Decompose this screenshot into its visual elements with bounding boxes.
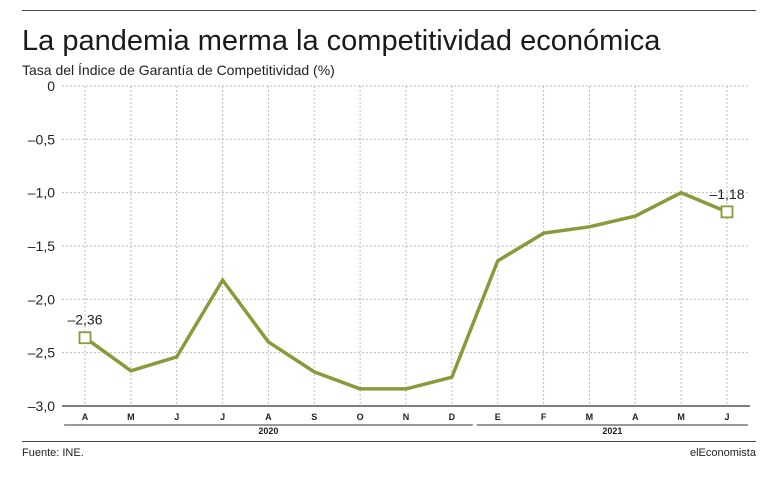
series-line (83, 190, 729, 391)
x-tick-label: D (449, 412, 456, 422)
chart-title: La pandemia merma la competitividad econ… (22, 25, 661, 57)
x-tick-label: E (495, 412, 501, 422)
x-tick-label: J (724, 412, 729, 422)
x-tick-label: M (127, 412, 135, 422)
chart-subtitle: Tasa del Índice de Garantía de Competiti… (22, 62, 335, 78)
year-group-label: 2021 (602, 426, 622, 436)
x-tick-label: J (220, 412, 225, 422)
x-tick-label: A (265, 412, 272, 422)
data-label: –2,36 (67, 312, 102, 328)
source-note: Fuente: INE. (22, 447, 84, 459)
bottom-rule (22, 441, 756, 442)
top-rule (22, 10, 756, 11)
x-tick-label: S (311, 412, 317, 422)
x-tick-label: M (586, 412, 594, 422)
year-group-label: 2020 (258, 426, 278, 436)
x-tick-label: F (541, 412, 547, 422)
y-tick-label: –1,5 (28, 238, 55, 254)
brand-logo-text: elEconomista (689, 447, 756, 459)
y-tick-label: 0 (47, 78, 55, 94)
y-tick-label: –1,0 (28, 185, 55, 201)
data-point-marker (720, 205, 734, 219)
x-tick-label: M (677, 412, 685, 422)
y-tick-label: –3,0 (28, 398, 55, 414)
x-tick-label: A (82, 412, 89, 422)
y-tick-label: –2,5 (28, 345, 55, 361)
data-label: –1,18 (709, 186, 744, 202)
x-tick-label: O (357, 412, 364, 422)
data-point-marker (78, 331, 92, 345)
y-tick-label: –0,5 (28, 131, 55, 147)
x-tick-label: N (403, 412, 410, 422)
y-tick-label: –2,0 (28, 291, 55, 307)
x-tick-label: J (174, 412, 179, 422)
x-tick-label: A (632, 412, 639, 422)
